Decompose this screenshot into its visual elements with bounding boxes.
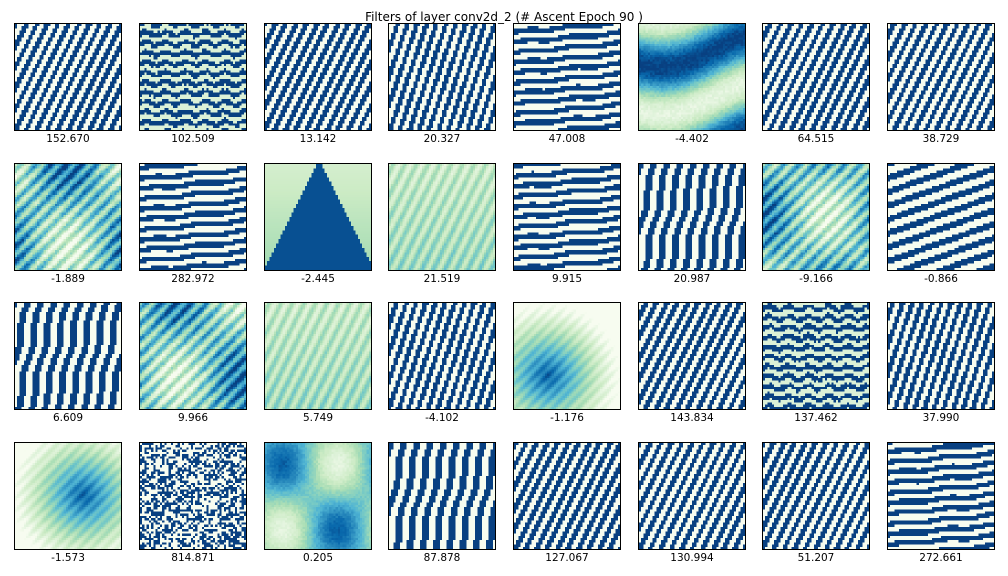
filter-tile: 130.994 xyxy=(638,442,746,564)
filter-image xyxy=(388,163,496,271)
figure-title: Filters of layer conv2d_2 (# Ascent Epoc… xyxy=(365,10,643,24)
filter-tile: 143.834 xyxy=(638,302,746,424)
filter-tile: 38.729 xyxy=(887,23,995,145)
filter-value-label: -2.445 xyxy=(301,273,335,285)
filter-value-label: -0.866 xyxy=(924,273,958,285)
filter-image xyxy=(139,442,247,550)
filter-image xyxy=(14,302,122,410)
filter-tile: 137.462 xyxy=(762,302,870,424)
filter-value-label: 51.207 xyxy=(797,552,835,564)
filter-value-label: 47.008 xyxy=(548,133,586,145)
filter-value-label: 20.327 xyxy=(423,133,461,145)
filter-tile: -4.402 xyxy=(638,23,746,145)
filter-value-label: 137.462 xyxy=(794,412,838,424)
filter-value-label: 64.515 xyxy=(797,133,835,145)
filter-tile: 20.987 xyxy=(638,163,746,285)
filter-value-label: 9.915 xyxy=(551,273,583,285)
filter-value-label: 20.987 xyxy=(673,273,711,285)
filter-tile: 47.008 xyxy=(513,23,621,145)
filter-image xyxy=(14,23,122,131)
filter-image xyxy=(513,23,621,131)
filter-tile: -0.866 xyxy=(887,163,995,285)
filter-tile: 272.661 xyxy=(887,442,995,564)
filter-value-label: 152.670 xyxy=(46,133,90,145)
filter-value-label: -4.102 xyxy=(425,412,459,424)
filter-tile: 13.142 xyxy=(264,23,372,145)
filter-value-label: 87.878 xyxy=(423,552,461,564)
filter-tile: -1.889 xyxy=(14,163,122,285)
filter-value-label: 13.142 xyxy=(299,133,337,145)
filter-value-label: 143.834 xyxy=(670,412,714,424)
filter-value-label: -9.166 xyxy=(799,273,833,285)
filter-image xyxy=(264,442,372,550)
filter-value-label: 102.509 xyxy=(171,133,215,145)
filter-image xyxy=(264,302,372,410)
filter-image xyxy=(264,163,372,271)
filter-value-label: -1.573 xyxy=(51,552,85,564)
filter-tile: -1.176 xyxy=(513,302,621,424)
filter-value-label: 5.749 xyxy=(302,412,334,424)
filter-image xyxy=(139,23,247,131)
filter-image xyxy=(638,302,746,410)
filter-image xyxy=(139,163,247,271)
filter-value-label: 0.205 xyxy=(302,552,334,564)
filter-tile: 282.972 xyxy=(139,163,247,285)
filter-image xyxy=(513,302,621,410)
filter-tile: 6.609 xyxy=(14,302,122,424)
filter-value-label: 127.067 xyxy=(545,552,589,564)
filter-image xyxy=(264,23,372,131)
filter-value-label: 37.990 xyxy=(922,412,960,424)
filter-tile: 9.966 xyxy=(139,302,247,424)
filter-tile: 127.067 xyxy=(513,442,621,564)
filter-value-label: 282.972 xyxy=(171,273,215,285)
filter-image xyxy=(14,442,122,550)
filter-value-label: 21.519 xyxy=(423,273,461,285)
filter-image xyxy=(887,23,995,131)
filter-value-label: 272.661 xyxy=(919,552,963,564)
filter-image xyxy=(513,442,621,550)
filter-image xyxy=(762,442,870,550)
filter-value-label: 130.994 xyxy=(670,552,714,564)
filter-tile: -4.102 xyxy=(388,302,496,424)
filter-tile: 87.878 xyxy=(388,442,496,564)
filter-tile: 9.915 xyxy=(513,163,621,285)
filter-image xyxy=(638,442,746,550)
filter-value-label: 38.729 xyxy=(922,133,960,145)
filter-tile: 0.205 xyxy=(264,442,372,564)
filter-image xyxy=(762,302,870,410)
filter-tile: 152.670 xyxy=(14,23,122,145)
filter-image xyxy=(388,302,496,410)
filter-image xyxy=(887,163,995,271)
filter-value-label: 6.609 xyxy=(52,412,84,424)
filter-image xyxy=(388,23,496,131)
filter-image xyxy=(14,163,122,271)
filter-tile: -1.573 xyxy=(14,442,122,564)
filter-tile: 21.519 xyxy=(388,163,496,285)
filter-image xyxy=(638,163,746,271)
filter-tile: 37.990 xyxy=(887,302,995,424)
filter-tile: 51.207 xyxy=(762,442,870,564)
filter-tile: -9.166 xyxy=(762,163,870,285)
filter-image xyxy=(638,23,746,131)
filter-image xyxy=(762,23,870,131)
filter-image xyxy=(762,163,870,271)
filter-value-label: -4.402 xyxy=(675,133,709,145)
filter-tile: -2.445 xyxy=(264,163,372,285)
filter-value-label: 9.966 xyxy=(177,412,209,424)
filter-tile: 102.509 xyxy=(139,23,247,145)
filter-tile: 5.749 xyxy=(264,302,372,424)
filter-image xyxy=(513,163,621,271)
filter-value-label: -1.176 xyxy=(550,412,584,424)
filter-tile: 814.871 xyxy=(139,442,247,564)
filter-tile: 20.327 xyxy=(388,23,496,145)
filter-tile: 64.515 xyxy=(762,23,870,145)
filter-value-label: -1.889 xyxy=(51,273,85,285)
filter-image xyxy=(887,442,995,550)
filter-value-label: 814.871 xyxy=(171,552,215,564)
filter-image xyxy=(139,302,247,410)
filter-image xyxy=(388,442,496,550)
filter-image xyxy=(887,302,995,410)
